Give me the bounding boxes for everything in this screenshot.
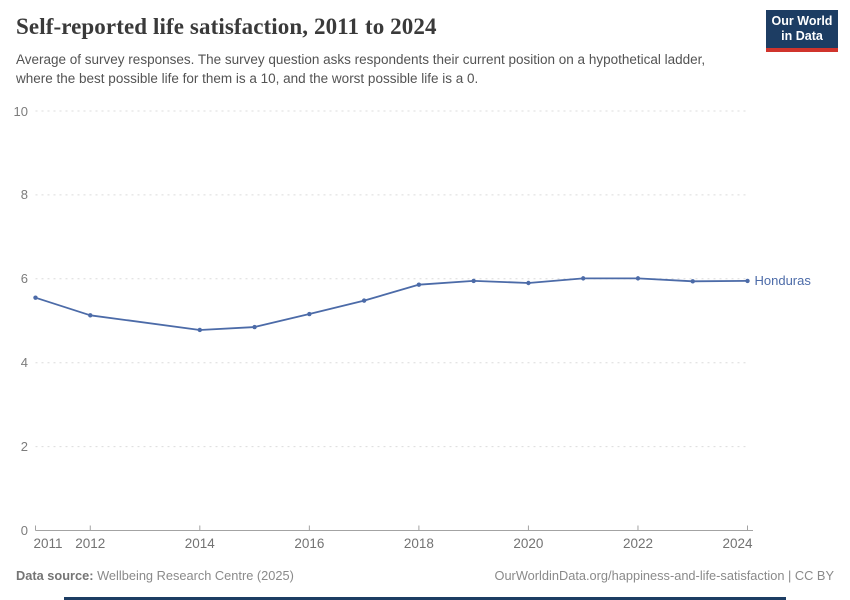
data-point-2021 [581, 276, 586, 281]
data-source-label: Data source: [16, 568, 94, 583]
x-tick-label-2011: 2011 [33, 536, 63, 551]
data-point-2022 [635, 276, 641, 281]
series-label-honduras: Honduras [754, 272, 811, 288]
data-point-2012 [88, 313, 93, 318]
data-source: Data source: Wellbeing Research Centre (… [16, 568, 294, 583]
page-title: Self-reported life satisfaction, 2011 to… [16, 14, 437, 39]
data-source-value: Wellbeing Research Centre (2025) [93, 568, 294, 583]
owid-logo-line2: in Data [781, 29, 823, 43]
y-tick-label-8: 8 [20, 187, 28, 203]
data-point-2019 [471, 278, 476, 284]
data-point-2014 [197, 327, 203, 333]
chart-header: Self-reported life satisfaction, 2011 to… [16, 14, 756, 88]
x-tick-label-2018: 2018 [403, 536, 434, 551]
data-point-2020 [526, 280, 531, 286]
y-tick-label-10: 10 [13, 103, 28, 119]
data-point-2016 [307, 311, 312, 317]
data-point-2024 [745, 278, 750, 284]
chart-footer: Data source: Wellbeing Research Centre (… [16, 568, 834, 583]
y-tick-label-4: 4 [20, 355, 28, 371]
owid-logo: Our World in Data [766, 10, 838, 52]
data-point-2011 [33, 295, 38, 300]
x-tick-label-2022: 2022 [622, 536, 653, 551]
data-point-2015 [252, 324, 257, 330]
x-tick-label-2014: 2014 [184, 536, 215, 551]
line-series-honduras [34, 277, 749, 331]
bottom-accent-rule [64, 597, 786, 600]
data-point-2017 [361, 298, 367, 303]
chart-subtitle: Average of survey responses. The survey … [16, 52, 706, 87]
data-point-2023 [690, 279, 695, 284]
x-tick-label-2016: 2016 [294, 536, 325, 551]
y-tick-label-0: 0 [20, 523, 28, 538]
x-tick-label-2012: 2012 [75, 536, 106, 551]
y-tick-label-6: 6 [20, 271, 28, 287]
x-tick-label-2024: 2024 [722, 536, 753, 551]
credit-link[interactable]: OurWorldinData.org/happiness-and-life-sa… [494, 568, 834, 583]
data-point-2018 [416, 282, 422, 287]
x-tick-label-2020: 2020 [513, 536, 544, 551]
y-tick-label-2: 2 [20, 439, 28, 455]
owid-logo-line1: Our World [771, 13, 833, 28]
